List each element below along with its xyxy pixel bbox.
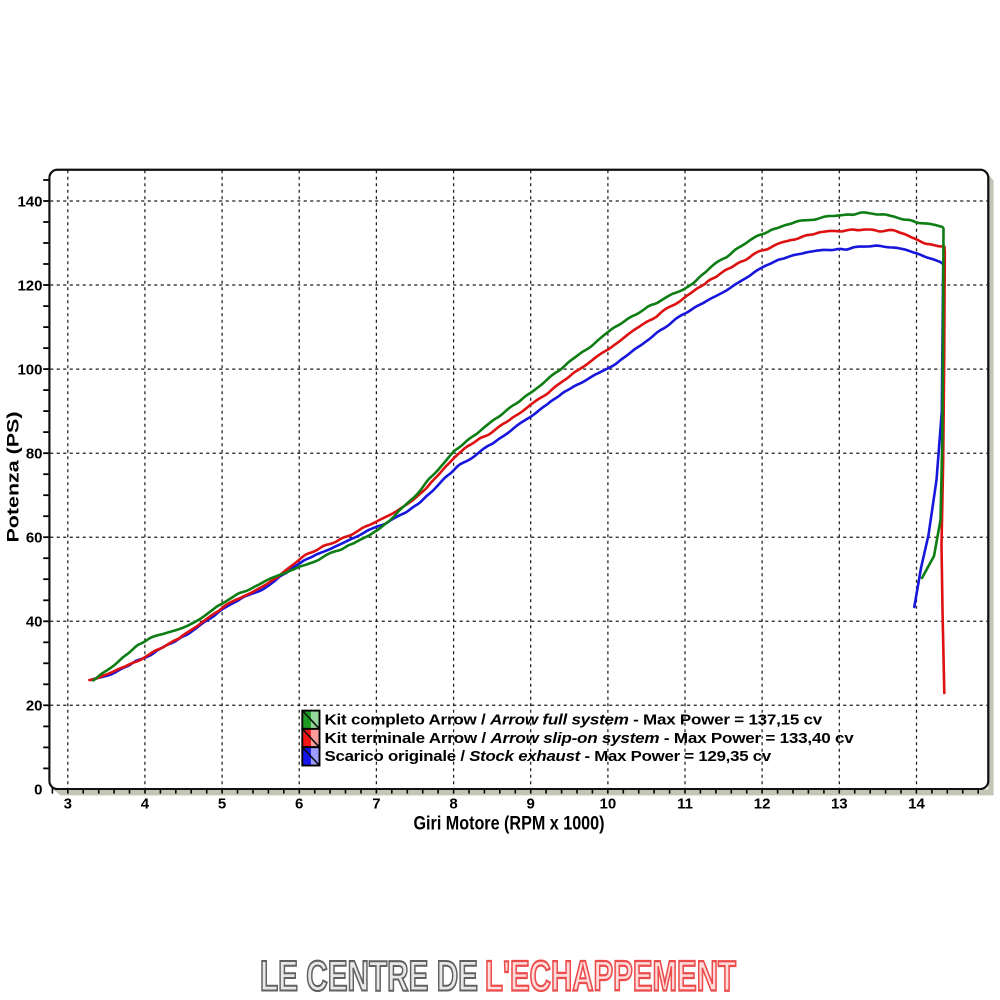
svg-text:L'ECHAPPEMENT: L'ECHAPPEMENT — [485, 953, 736, 1000]
svg-text:5: 5 — [218, 796, 226, 813]
svg-text:7: 7 — [372, 796, 380, 813]
svg-text:9: 9 — [527, 796, 535, 813]
svg-text:120: 120 — [17, 277, 42, 294]
svg-text:8: 8 — [449, 796, 457, 813]
svg-text:60: 60 — [26, 530, 43, 547]
svg-text:140: 140 — [17, 193, 42, 210]
svg-text:Kit completo Arrow / Arrow ful: Kit completo Arrow / Arrow full system -… — [325, 712, 823, 729]
svg-text:Scarico originale / Stock exha: Scarico originale / Stock exhaust - Max … — [325, 748, 772, 765]
svg-text:20: 20 — [26, 698, 43, 715]
svg-text:LE CENTRE DE: LE CENTRE DE — [260, 953, 478, 1000]
svg-text:0: 0 — [34, 782, 42, 799]
svg-text:80: 80 — [26, 446, 43, 463]
svg-text:12: 12 — [754, 796, 771, 813]
svg-text:3: 3 — [64, 796, 72, 813]
svg-text:13: 13 — [831, 796, 848, 813]
svg-text:Kit terminale Arrow / Arrow sl: Kit terminale Arrow / Arrow slip-on syst… — [325, 730, 855, 747]
svg-text:100: 100 — [17, 361, 42, 378]
svg-text:4: 4 — [141, 796, 150, 813]
svg-text:40: 40 — [26, 614, 43, 631]
svg-text:Giri Motore (RPM x 1000): Giri Motore (RPM x 1000) — [414, 814, 605, 835]
svg-text:11: 11 — [677, 796, 693, 813]
svg-text:14: 14 — [908, 796, 925, 813]
svg-text:10: 10 — [600, 796, 617, 813]
svg-text:6: 6 — [295, 796, 303, 813]
svg-text:Potenza (PS): Potenza (PS) — [4, 412, 23, 543]
